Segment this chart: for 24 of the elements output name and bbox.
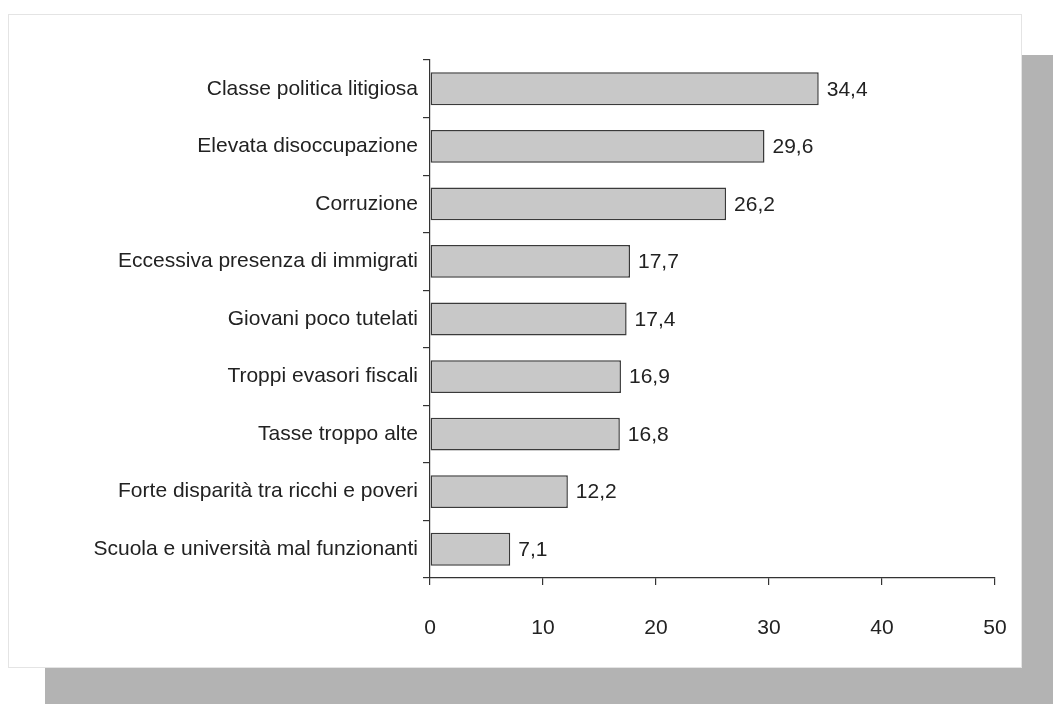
y-tick-label: Scuola e università mal funzionanti bbox=[93, 536, 418, 560]
data-label: 16,9 bbox=[628, 364, 670, 388]
data-label: 16,8 bbox=[627, 421, 669, 445]
y-tick-label: Corruzione bbox=[315, 190, 418, 214]
data-label: 17,7 bbox=[638, 249, 679, 273]
y-tick-label: Eccessiva presenza di immigrati bbox=[118, 248, 418, 272]
x-tick-label: 40 bbox=[870, 615, 894, 639]
data-label: 17,4 bbox=[634, 306, 676, 330]
x-tick-label: 0 bbox=[424, 615, 436, 639]
data-label: 34,4 bbox=[826, 76, 868, 100]
y-tick-label: Troppi evasori fiscali bbox=[227, 363, 418, 387]
x-tick-label: 50 bbox=[983, 615, 1007, 639]
y-tick-label: Tasse troppo alte bbox=[258, 420, 418, 444]
y-tick-label: Elevata disoccupazione bbox=[197, 133, 418, 157]
data-label: 29,6 bbox=[772, 134, 814, 158]
data-label: 7,1 bbox=[518, 537, 548, 561]
x-tick-label: 20 bbox=[644, 615, 668, 639]
x-tick-label: 30 bbox=[757, 615, 781, 639]
data-label: 12,2 bbox=[575, 479, 617, 503]
y-tick-label: Classe politica litigiosa bbox=[206, 75, 419, 99]
data-label: 26,2 bbox=[734, 191, 775, 215]
x-tick-label: 10 bbox=[531, 615, 555, 639]
y-tick-label: Forte disparità tra ricchi e poveri bbox=[118, 478, 418, 502]
y-tick-label: Giovani poco tutelati bbox=[227, 305, 418, 329]
